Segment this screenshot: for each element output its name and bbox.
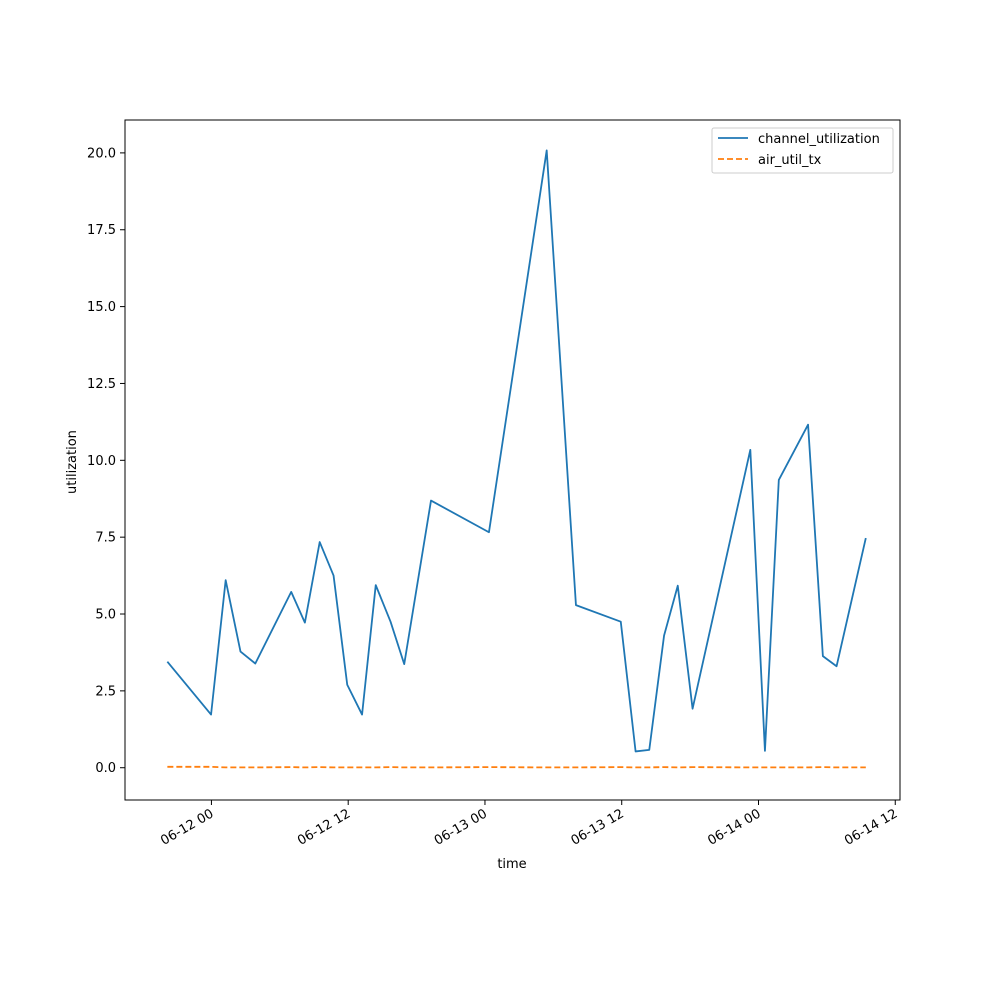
y-tick-label: 17.5 (87, 223, 116, 238)
y-tick-label: 15.0 (87, 300, 116, 315)
x-tick-label: 06-12 12 (295, 806, 353, 848)
y-tick-label: 0.0 (95, 761, 116, 776)
x-axis-title: time (497, 857, 526, 872)
legend-label-air-util-tx: air_util_tx (758, 153, 822, 168)
y-axis: 0.0 2.5 5.0 7.5 10.0 12.5 15.0 17.5 20.0 (87, 146, 125, 776)
x-tick-label: 06-14 12 (842, 806, 900, 848)
x-tick-label: 06-13 12 (569, 806, 627, 848)
x-tick-label: 06-14 00 (705, 806, 763, 848)
y-axis-title: utilization (65, 430, 80, 494)
x-tick-label: 06-12 00 (158, 806, 216, 848)
x-axis: 06-12 00 06-12 12 06-13 00 06-13 12 06-14 00… (158, 800, 900, 849)
legend-box (711, 127, 894, 174)
y-tick-label: 2.5 (95, 684, 116, 699)
series-line-air-util-tx (167, 765, 866, 769)
legend: channel_utilization air_util_tx (711, 127, 894, 174)
series-layer (166, 149, 867, 769)
y-tick-label: 5.0 (95, 608, 116, 623)
plot-frame (124, 119, 901, 801)
y-tick-label: 7.5 (95, 531, 116, 546)
x-tick-label: 06-13 00 (432, 806, 490, 848)
y-tick-label: 10.0 (87, 454, 116, 469)
legend-label-channel-utilization: channel_utilization (758, 132, 880, 147)
y-tick-label: 12.5 (87, 377, 116, 392)
y-tick-label: 20.0 (87, 146, 116, 161)
series-line-channel-utilization (166, 149, 867, 753)
